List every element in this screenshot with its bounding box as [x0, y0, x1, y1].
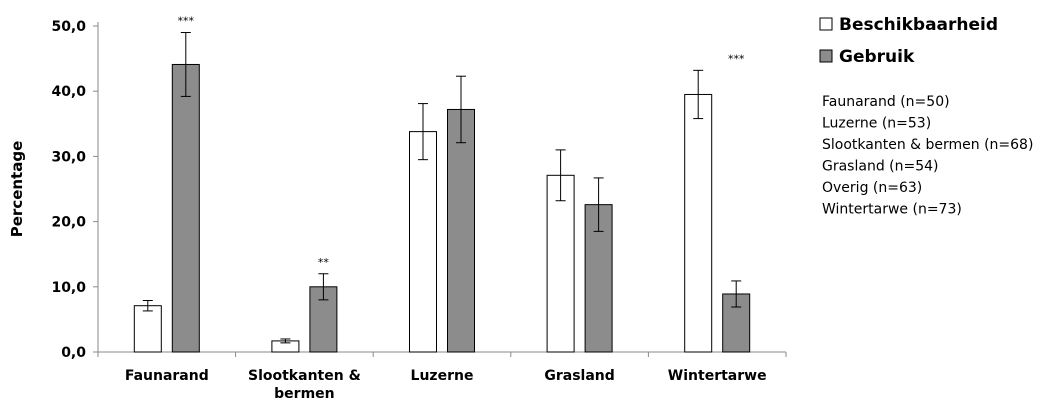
- significance-marker: ***: [178, 15, 195, 28]
- y-tick-label: 0,0: [61, 345, 86, 361]
- x-category-label: Grasland: [544, 368, 614, 384]
- legend-swatch: [819, 49, 833, 63]
- bar-beschikbaarheid: [133, 305, 162, 353]
- bar-beschikbaarheid: [546, 174, 575, 353]
- x-category-label: bermen: [274, 386, 334, 402]
- y-tick-label: 20,0: [51, 215, 86, 231]
- sample-size-note: Faunarand (n=50): [822, 94, 950, 110]
- x-category-label: Slootkanten &: [248, 368, 361, 384]
- y-tick-label: 40,0: [51, 84, 86, 100]
- legend-label: Gebruik: [839, 47, 915, 67]
- y-tick-label: 30,0: [51, 149, 86, 165]
- significance-marker: ***: [728, 52, 745, 65]
- y-tick-label: 10,0: [51, 280, 86, 296]
- x-category-label: Wintertarwe: [668, 368, 767, 384]
- bar-gebruik: [447, 108, 475, 353]
- sample-size-note: Wintertarwe (n=73): [822, 202, 962, 218]
- y-tick-label: 50,0: [51, 19, 86, 35]
- sample-size-note: Luzerne (n=53): [822, 116, 931, 132]
- bar-beschikbaarheid: [684, 93, 713, 353]
- significance-marker: **: [318, 256, 330, 269]
- bar-gebruik: [171, 63, 200, 353]
- bar-beschikbaarheid: [409, 131, 437, 353]
- y-axis-title: Percentage: [8, 141, 26, 238]
- legend-swatch: [819, 17, 833, 31]
- x-category-label: Luzerne: [411, 368, 474, 384]
- sample-size-note: Overig (n=63): [822, 180, 922, 196]
- x-category-label: Faunarand: [125, 368, 209, 384]
- legend-label: Beschikbaarheid: [839, 15, 998, 35]
- sample-size-note: Slootkanten & bermen (n=68): [822, 137, 1033, 153]
- sample-size-note: Grasland (n=54): [822, 159, 939, 175]
